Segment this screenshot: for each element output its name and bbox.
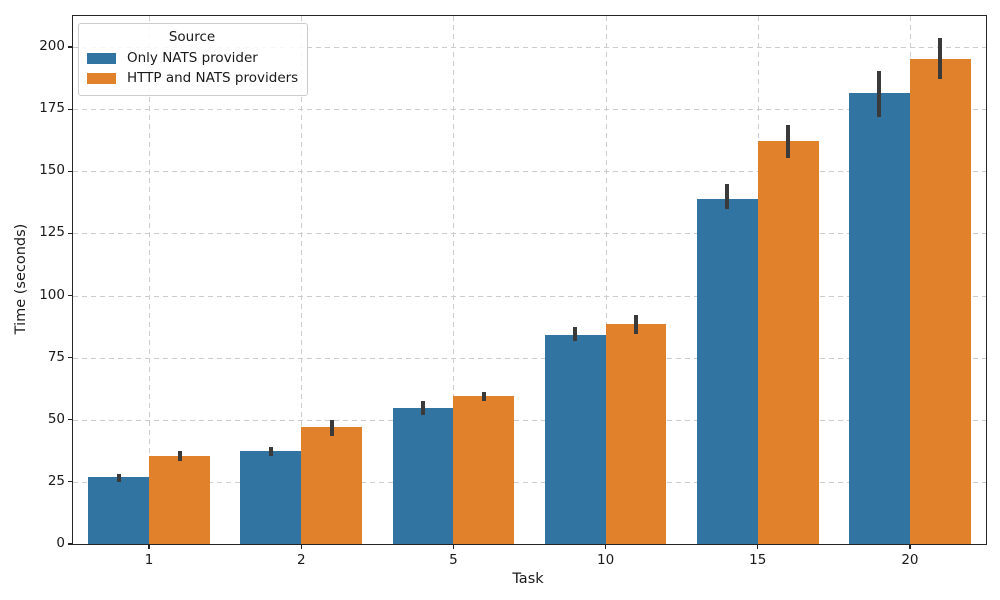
gridline-horizontal: [73, 171, 986, 173]
gridline-horizontal: [73, 419, 986, 421]
y-tick-mark: [68, 170, 73, 172]
legend-title: Source: [168, 29, 216, 45]
x-tick-mark: [909, 544, 911, 549]
y-tick-label: 125: [39, 224, 65, 241]
y-tick-mark: [68, 481, 73, 483]
x-tick-label: 20: [901, 552, 919, 568]
gridline-horizontal: [73, 47, 986, 49]
error-bar: [268, 447, 273, 456]
error-bar: [420, 401, 425, 415]
gridline-vertical: [149, 16, 151, 544]
error-bar: [329, 419, 334, 436]
bar-only-nats-task-15: [696, 198, 758, 544]
gridline-horizontal: [73, 295, 986, 297]
gridline-horizontal: [73, 233, 986, 235]
y-tick-mark: [68, 46, 73, 48]
y-tick-mark: [68, 357, 73, 359]
bar-http-nats-task-20: [909, 58, 971, 544]
y-tick-mark: [68, 419, 73, 421]
bar-http-nats-task-1: [149, 455, 210, 544]
x-tick-mark: [604, 544, 607, 549]
x-tick-mark: [148, 544, 150, 549]
gridline-horizontal: [73, 357, 986, 359]
gridline-vertical: [605, 16, 607, 544]
error-bar: [116, 474, 121, 482]
y-tick-mark: [68, 232, 73, 234]
x-tick-label: 2: [296, 552, 306, 568]
error-bar: [634, 315, 639, 335]
legend-swatch-blue-icon: [87, 52, 116, 64]
y-tick-label: 0: [56, 535, 65, 551]
gridline-horizontal: [73, 481, 986, 483]
legend: Source Only NATS provider HTTP and NATS …: [78, 23, 308, 96]
error-bar: [573, 326, 578, 342]
x-tick-label: 10: [596, 552, 615, 568]
x-tick-mark: [452, 544, 454, 549]
x-axis-label: Task: [512, 571, 544, 587]
error-bar: [725, 183, 730, 209]
gridline-horizontal: [73, 109, 986, 111]
y-tick-label: 175: [39, 100, 65, 117]
y-tick-label: 25: [47, 472, 65, 489]
y-tick-label: 75: [47, 348, 65, 365]
y-tick-label: 50: [47, 410, 65, 427]
legend-entry-http-nats: HTTP and NATS providers: [87, 68, 299, 88]
error-bar: [177, 450, 182, 461]
y-tick-mark: [68, 108, 73, 110]
error-bar: [481, 392, 486, 402]
y-tick-label: 100: [39, 286, 65, 303]
y-tick-label: 150: [39, 162, 65, 179]
y-tick-mark: [68, 294, 73, 297]
x-tick-label: 15: [749, 552, 767, 568]
gridline-vertical: [301, 16, 303, 544]
bar-only-nats-task-5: [392, 408, 454, 544]
x-tick-label: 5: [449, 552, 458, 568]
legend-swatch-orange-icon: [87, 72, 116, 84]
y-axis-label: Time (seconds): [13, 223, 29, 335]
x-tick-mark: [757, 544, 759, 549]
bar-only-nats-task-1: [88, 477, 150, 544]
bar-http-nats-task-10: [605, 324, 667, 544]
legend-entry-only-nats: Only NATS provider: [87, 48, 297, 68]
bar-http-nats-task-15: [757, 141, 819, 544]
gridline-vertical: [453, 16, 455, 544]
plot-area: 0 25 50 75 100 125 150 175 200 1 2 5 10 15 20: [39, 15, 987, 568]
error-bar: [786, 125, 791, 158]
y-tick-label: 200: [39, 38, 65, 55]
y-tick-mark: [68, 543, 73, 545]
x-tick-mark: [300, 544, 302, 549]
bar-http-nats-task-5: [453, 396, 515, 544]
bar-only-nats-task-2: [240, 451, 302, 544]
bar-http-nats-task-2: [301, 427, 363, 544]
x-tick-label: 1: [144, 552, 154, 568]
error-bar: [938, 38, 943, 80]
bar-only-nats-task-10: [544, 335, 606, 544]
error-bar: [877, 70, 882, 117]
bar-only-nats-task-20: [849, 93, 910, 544]
legend-label: Only NATS provider: [127, 50, 258, 66]
legend-label: HTTP and NATS providers: [127, 70, 299, 86]
